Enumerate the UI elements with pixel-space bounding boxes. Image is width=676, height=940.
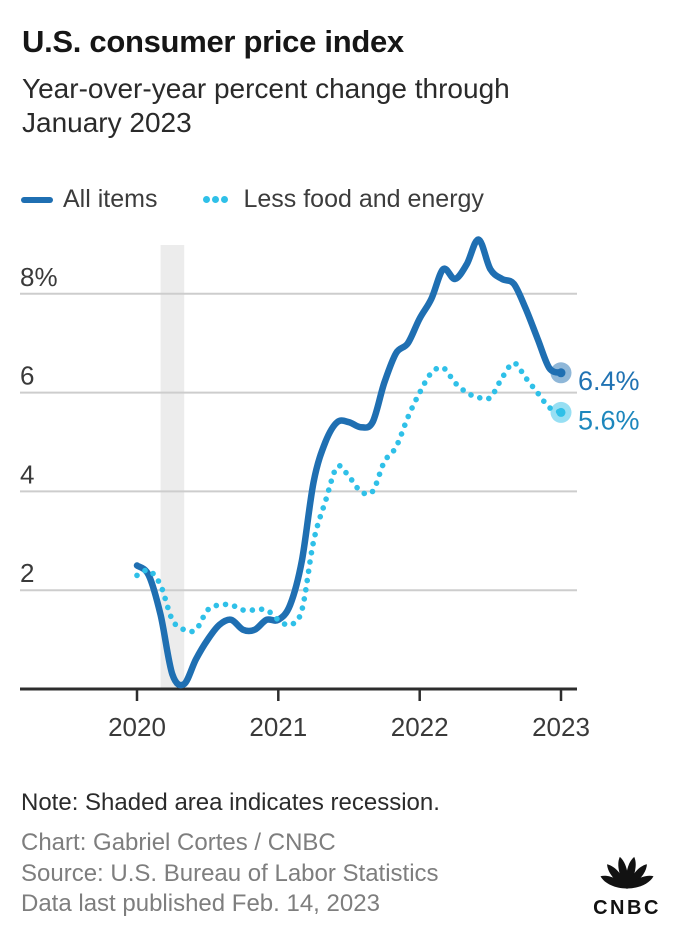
chart-credits: Chart: Gabriel Cortes / CNBC Source: U.S… [21, 828, 439, 920]
chart-note: Note: Shaded area indicates recession. [21, 789, 440, 816]
y-axis-tick-label: 6 [20, 361, 34, 391]
x-axis-tick-label: 2021 [249, 712, 307, 742]
end-point-dot [556, 368, 566, 378]
end-value-label: 5.6% [578, 405, 640, 435]
page-title: U.S. consumer price index [22, 24, 404, 59]
x-axis-tick-label: 2022 [391, 712, 449, 742]
chart-subtitle: Year-over-year percent change through Jan… [22, 72, 642, 140]
x-axis-tick-label: 2020 [108, 712, 166, 742]
subtitle-line-2: January 2023 [22, 107, 192, 138]
legend-item-all-items: All items [21, 185, 157, 214]
legend-item-less-food-energy: Less food and energy [203, 185, 484, 214]
credit-line: Chart: Gabriel Cortes / CNBC [21, 829, 336, 856]
all-items-line-swatch [21, 196, 53, 203]
y-axis-tick-label: 2 [20, 558, 34, 588]
legend-label-less-food-energy: Less food and energy [243, 185, 484, 213]
y-axis-tick-label: 4 [20, 459, 34, 489]
source-line: Source: U.S. Bureau of Labor Statistics [21, 859, 439, 887]
cpi-line-chart: 8% 6 4 2 2020 2021 2022 2023 6.4% 5.6% [20, 236, 640, 742]
cnbc-logo-text: CNBC [593, 897, 661, 919]
less-food-energy-dots-swatch [203, 196, 229, 203]
published-line: Data last published Feb. 14, 2023 [21, 890, 380, 917]
legend-label-all-items: All items [63, 185, 158, 213]
less-food-and-energy-line [134, 360, 564, 635]
recession-band [160, 245, 185, 689]
y-axis-tick-label: 8% [20, 262, 58, 292]
legend: All items Less food and energy [21, 185, 484, 214]
all-items-line [133, 236, 565, 689]
cnbc-logo: CNBC [582, 855, 672, 920]
end-point-dot [556, 407, 566, 417]
end-value-label: 6.4% [578, 366, 640, 396]
x-axis-tick-label: 2023 [532, 712, 590, 742]
subtitle-line-1: Year-over-year percent change through [22, 73, 510, 104]
cnbc-peacock-icon [600, 856, 654, 889]
